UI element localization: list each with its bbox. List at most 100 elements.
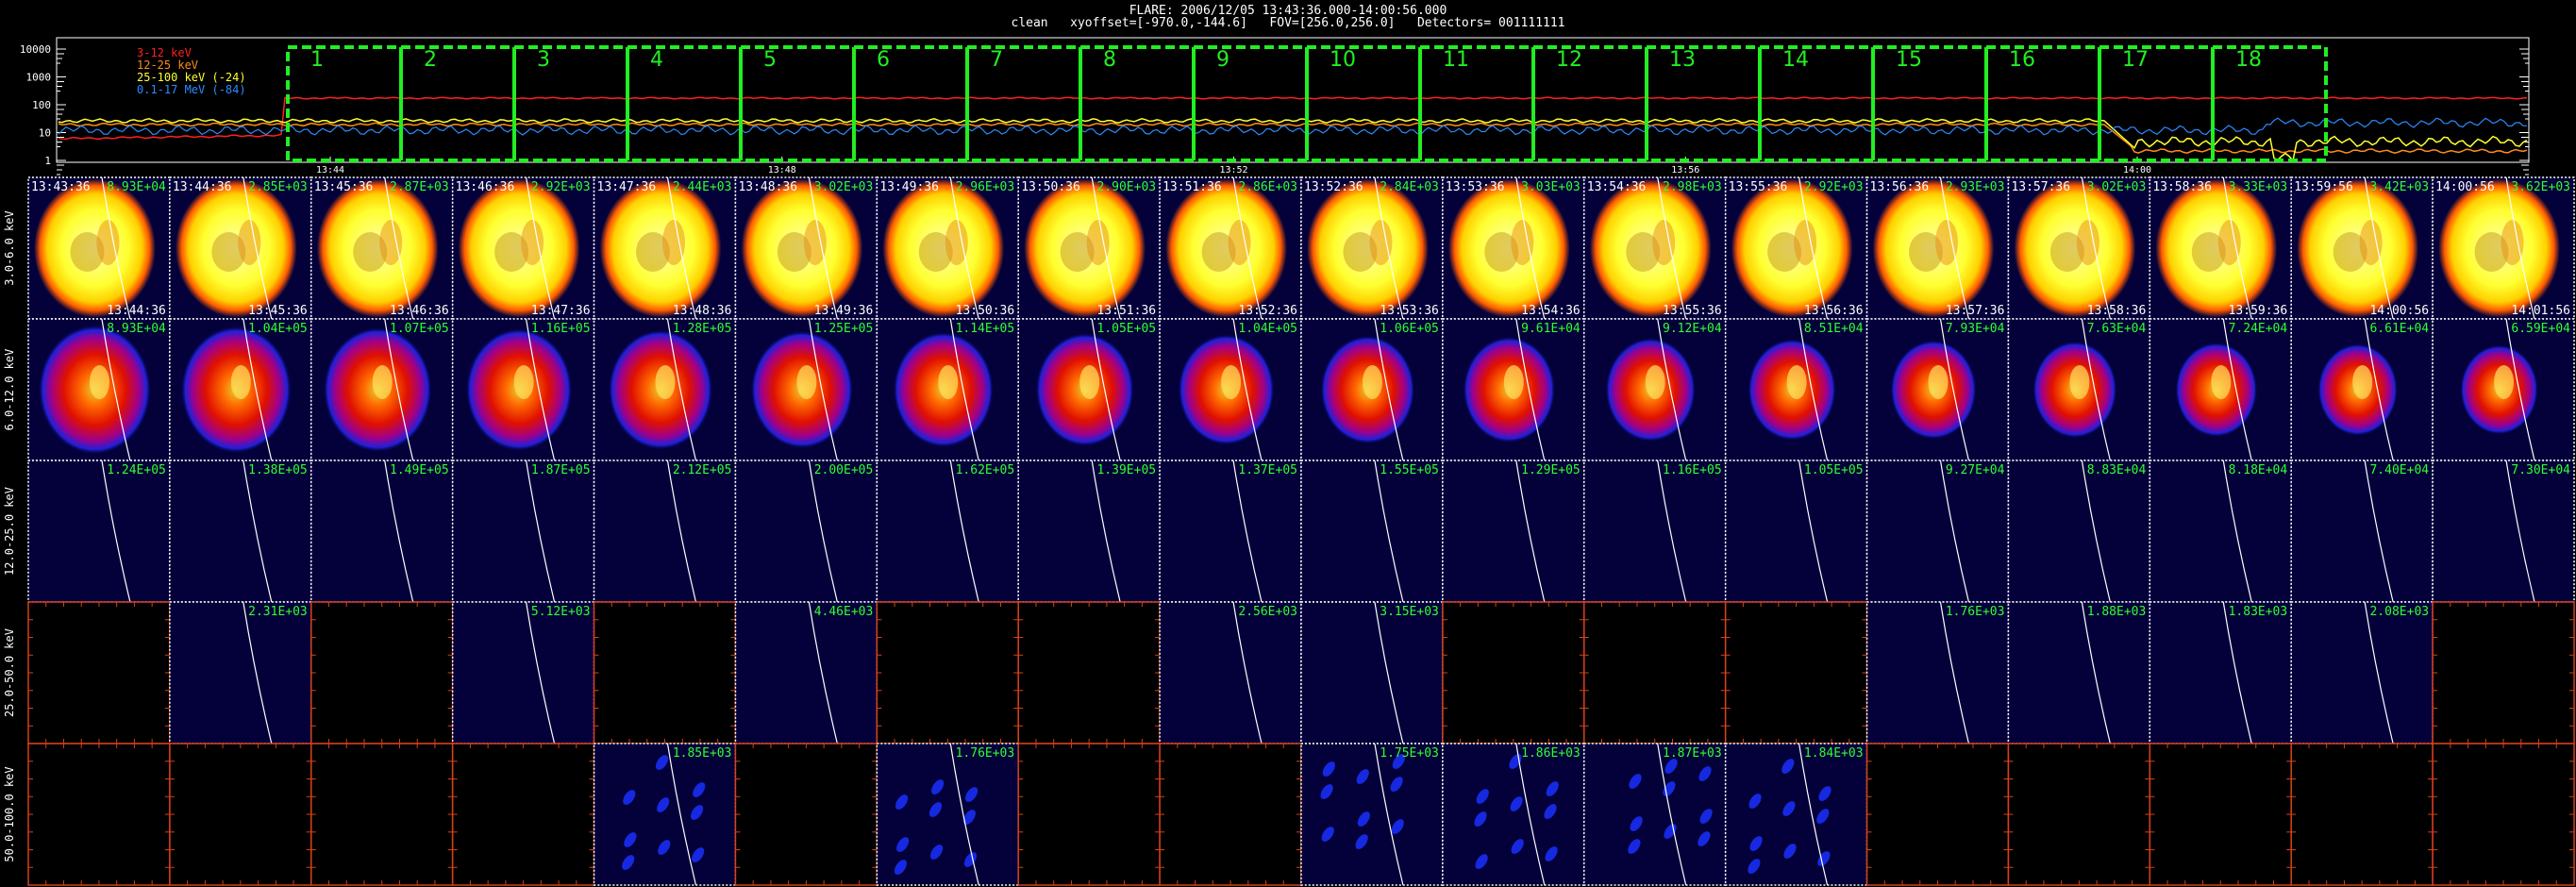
image-panel: 1.28E+05 (593, 318, 737, 461)
peak-value-label: 2.00E+05 (814, 463, 874, 477)
image-panel: 7.63E+04 (2007, 318, 2151, 461)
image-panel (27, 601, 171, 745)
time-interval-label: 8 (1103, 48, 1116, 72)
solar-limb (1798, 318, 1829, 461)
image-panel: 9.12E+04 (1583, 318, 1727, 461)
panel-background (1160, 602, 1301, 744)
interval-end-time: 13:54:36 (1521, 304, 1581, 318)
image-panel (1017, 743, 1161, 886)
source-core (513, 365, 534, 399)
peak-value-label: 2.12E+05 (673, 463, 732, 477)
image-panel (2149, 743, 2292, 886)
image-panel: 2.86E+03 13:51:36 13:52:36 (1159, 176, 1302, 320)
solar-limb (2364, 460, 2394, 603)
peak-value-label: 1.83E+03 (2229, 605, 2288, 619)
peak-value-label: 7.30E+04 (2511, 463, 2570, 477)
interval-end-time: 13:59:36 (2229, 304, 2288, 318)
panel-background (877, 460, 1019, 602)
lightcurve-ytick-label: 1000 (26, 72, 52, 84)
interval-end-time: 14:01:56 (2511, 304, 2570, 318)
image-panel: 5.12E+03 (451, 601, 595, 745)
image-panel: 7.40E+04 (2290, 460, 2434, 603)
image-panel: 3.42E+03 13:59:56 14:00:56 (2290, 176, 2434, 320)
band-label: 6.0-12.0 keV (3, 349, 16, 431)
empty-panel (451, 743, 595, 886)
peak-value-label: 2.87E+03 (390, 180, 449, 194)
panel-background (1866, 602, 2009, 744)
time-interval-label: 17 (2122, 48, 2149, 72)
image-panel: 2.85E+03 13:44:36 13:45:36 (169, 176, 312, 320)
solar-limb (666, 176, 697, 320)
image-panel: 2.87E+03 13:45:36 13:46:36 (310, 176, 454, 320)
interval-start-time: 13:59:56 (2294, 180, 2353, 194)
image-panel: 1.76E+03 (876, 743, 1019, 886)
noise-blob (1390, 777, 1403, 792)
noise-blob (895, 795, 909, 810)
time-interval-label: 16 (2009, 48, 2035, 72)
source-core (1343, 232, 1378, 272)
image-panel: 1.85E+03 (593, 743, 737, 886)
noise-blob (622, 855, 635, 870)
image-panel: 7.93E+04 (1865, 318, 2010, 461)
peak-value-label: 1.88E+03 (2087, 605, 2147, 619)
peak-value-label: 2.84E+03 (1380, 180, 1439, 194)
solar-limb (2222, 601, 2252, 745)
image-panel (1724, 601, 1868, 745)
image-panel: 6.59E+04 (2432, 318, 2575, 461)
flare-title: FLARE: 2006/12/05 13:43:36.000-14:00:56.… (1129, 4, 1447, 18)
image-panel: 1.49E+05 (310, 460, 454, 603)
image-panel: 1.04E+05 (169, 318, 312, 461)
solar-limb (1798, 743, 1829, 886)
image-panel: 1.07E+05 (310, 318, 454, 461)
peak-value-label: 2.92E+03 (1804, 180, 1864, 194)
noise-blob (1511, 839, 1524, 854)
peak-value-label: 1.76E+03 (1946, 605, 2005, 619)
noise-blob (655, 755, 669, 770)
empty-panel (2290, 743, 2434, 886)
noise-blob (1355, 834, 1368, 849)
solar-limb (666, 318, 697, 461)
solar-limb (1232, 601, 1263, 745)
peak-value-label: 3.33E+03 (2229, 180, 2288, 194)
empty-panel (1583, 601, 1727, 745)
noise-blob (962, 810, 976, 825)
source-core (2359, 220, 2383, 265)
peak-value-label: 3.02E+03 (814, 180, 874, 194)
interval-start-time: 13:48:36 (738, 180, 797, 194)
peak-value-label: 1.16E+05 (531, 322, 591, 336)
peak-value-label: 1.86E+03 (1521, 746, 1581, 761)
lightcurve-xtick-label: 13:44 (316, 165, 344, 176)
band-label: 25.0-50.0 keV (3, 628, 16, 717)
peak-value-label: 3.62E+03 (2511, 180, 2570, 194)
source-core (1935, 220, 1958, 265)
solar-limb (1091, 460, 1121, 603)
image-panel: 8.83E+04 (2007, 460, 2151, 603)
peak-value-label: 3.02E+03 (2087, 180, 2147, 194)
solar-limb (2081, 460, 2111, 603)
image-panel: 2.84E+03 13:52:36 13:53:36 (1300, 176, 1444, 320)
image-panel: 1.87E+05 (451, 460, 595, 603)
solar-limb (384, 318, 414, 461)
noise-blob (1546, 781, 1559, 796)
panel-background (1725, 460, 1867, 602)
image-panel: 1.62E+05 (876, 460, 1019, 603)
time-interval-label: 13 (1669, 48, 1696, 72)
source-core (918, 232, 953, 272)
panel-background (1725, 744, 1867, 885)
peak-value-label: 1.04E+05 (1238, 322, 1297, 336)
peak-value-label: 6.61E+04 (2369, 322, 2429, 336)
noise-blob (931, 779, 945, 795)
image-panel: 1.04E+05 (1159, 318, 1302, 461)
noise-blob (624, 832, 637, 847)
peak-value-label: 3.42E+03 (2369, 180, 2429, 194)
noise-blob (1544, 804, 1557, 819)
panel-background (735, 460, 878, 602)
peak-value-label: 2.92E+03 (531, 180, 591, 194)
image-panel (1017, 601, 1161, 745)
noise-blob (1748, 794, 1762, 809)
image-panel: 2.92E+03 13:46:36 13:47:36 (451, 176, 595, 320)
image-panel: 3.02E+03 13:48:36 13:49:36 (734, 176, 878, 320)
image-panel: 3.03E+03 13:53:36 13:54:36 (1442, 176, 1585, 320)
solar-limb (2222, 318, 2252, 461)
interval-start-time: 13:56:36 (1870, 180, 1930, 194)
